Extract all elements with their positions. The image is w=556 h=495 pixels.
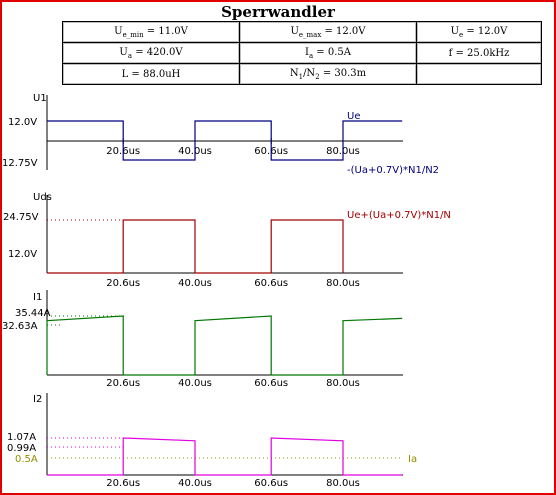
x-tick-label: 40.0us <box>178 278 212 289</box>
parameter-table: Ue_min = 11.0V Ue_max = 12.0V Ue = 12.0V… <box>62 21 542 85</box>
i2-waveform <box>47 437 403 476</box>
x-tick-label: 20.6us <box>106 478 140 489</box>
x-tick-label: 80.0us <box>326 478 360 489</box>
i1-waveform <box>46 315 403 376</box>
table-row: L = 88.0uH N1/N2 = 30.3m <box>62 63 542 85</box>
y-tick-label: 32.63A <box>2 321 38 332</box>
y-axis-label: U1 <box>33 93 47 104</box>
y-tick-label: 0.5A <box>15 454 38 465</box>
y-tick-label: 12.0V <box>8 249 37 260</box>
uds-waveform <box>47 219 344 274</box>
x-tick-label: 40.0us <box>178 378 212 389</box>
y-tick-label: 0.99A <box>7 443 36 454</box>
y-tick-label: 35.44A <box>15 308 51 319</box>
annotation-uds: Ue+(Ua+0.7V)*N1/N <box>347 210 451 221</box>
y-axis-label: I2 <box>33 394 42 405</box>
x-tick-label: 60.6us <box>254 478 288 489</box>
x-tick-label: 20.6us <box>106 378 140 389</box>
y-tick-label: 12.75V <box>2 158 38 169</box>
param-ue-min: Ue_min = 11.0V <box>62 21 240 43</box>
x-tick-label: 20.6us <box>106 278 140 289</box>
y-tick-label: 12.0V <box>8 117 37 128</box>
x-tick-label: 60.6us <box>254 378 288 389</box>
y-axis-label: Uds <box>33 192 52 203</box>
annotation-u1-negative: -(Ua+0.7V)*N1/N2 <box>347 165 439 176</box>
u1-waveform <box>47 120 403 161</box>
annotation-ia: Ia <box>408 454 417 465</box>
y-tick-label: 1.07A <box>7 432 36 443</box>
x-tick-label: 40.0us <box>178 478 212 489</box>
y-tick-label: 24.75V <box>3 212 39 223</box>
x-tick-label: 80.0us <box>326 278 360 289</box>
table-row: Ue_min = 11.0V Ue_max = 12.0V Ue = 12.0V <box>62 21 542 43</box>
page-title: Sperrwandler <box>221 3 335 21</box>
y-axis-label: I1 <box>33 292 42 303</box>
x-tick-label: 80.0us <box>326 378 360 389</box>
table-row: Ua = 420.0V Ia = 0.5A f = 25.0kHz <box>62 42 542 64</box>
annotation-ue: Ue <box>347 111 360 122</box>
param-empty <box>416 63 542 85</box>
x-tick-label: 60.6us <box>254 278 288 289</box>
